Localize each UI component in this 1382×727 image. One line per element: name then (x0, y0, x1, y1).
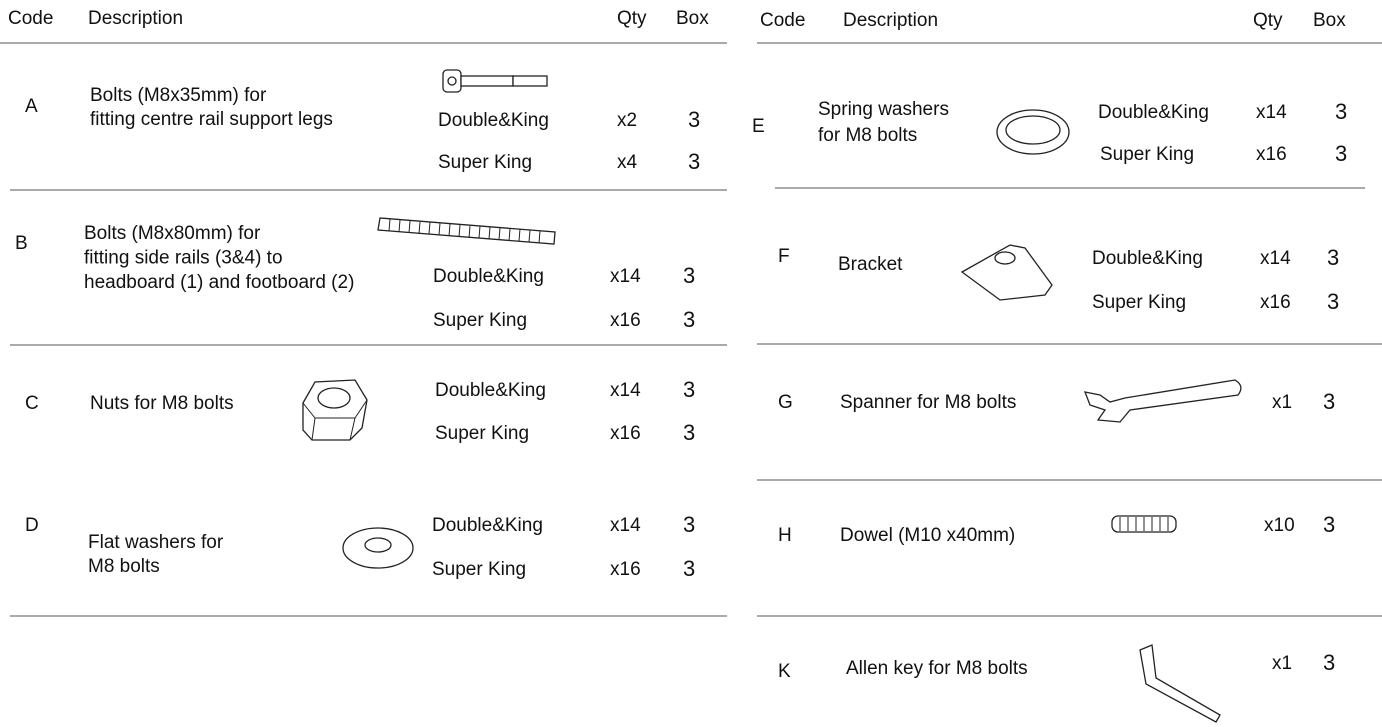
column-header: Code (760, 10, 805, 31)
item-code: H (778, 525, 792, 546)
box-number: 3 (1327, 245, 1339, 270)
box-number: 3 (683, 263, 695, 288)
item-code: C (25, 393, 39, 414)
variant-name: Double&King (432, 515, 543, 536)
quantity: x16 (1260, 292, 1291, 313)
quantity: x16 (1256, 144, 1287, 165)
variant-name: Super King (1092, 292, 1186, 313)
long-bolt-icon (377, 217, 556, 245)
variant-name: Super King (432, 559, 526, 580)
item-description: Bolts (M8x35mm) for (90, 85, 267, 106)
box-number: 3 (688, 107, 700, 132)
item-code: A (25, 96, 38, 117)
box-number: 3 (688, 149, 700, 174)
column-header: Qty (1253, 10, 1283, 31)
quantity: x14 (610, 266, 641, 287)
item-description: for M8 bolts (818, 125, 917, 146)
quantity: x16 (610, 310, 641, 331)
item-code: G (778, 392, 793, 413)
box-number: 3 (683, 556, 695, 581)
item-description: Nuts for M8 bolts (90, 393, 234, 414)
spring-washer-icon (996, 109, 1070, 155)
bolt-icon (442, 69, 548, 93)
item-description: Dowel (M10 x40mm) (840, 525, 1015, 546)
variant-name: Super King (438, 152, 532, 173)
dowel-icon (1111, 515, 1177, 533)
box-number: 3 (1323, 650, 1335, 675)
item-description: Spring washers (818, 99, 949, 120)
bracket-icon (960, 244, 1053, 301)
item-description: Flat washers for (88, 532, 224, 553)
item-code: D (25, 515, 39, 536)
quantity: x16 (610, 423, 641, 444)
box-number: 3 (683, 420, 695, 445)
item-description: Allen key for M8 bolts (846, 658, 1028, 679)
nut-icon (302, 379, 368, 441)
washer-icon (342, 527, 414, 569)
variant-name: Double&King (435, 380, 546, 401)
column-header: Description (843, 10, 938, 31)
quantity: x1 (1272, 653, 1292, 674)
allen-key-icon (1139, 644, 1221, 723)
item-description: Bracket (838, 254, 903, 275)
variant-name: Super King (1100, 144, 1194, 165)
quantity: x1 (1272, 392, 1292, 413)
item-code: B (15, 233, 28, 254)
item-description: fitting centre rail support legs (90, 109, 333, 130)
item-description: headboard (1) and footboard (2) (84, 272, 354, 293)
quantity: x14 (610, 380, 641, 401)
variant-name: Double&King (1098, 102, 1209, 123)
box-number: 3 (683, 307, 695, 332)
column-header: Box (1313, 10, 1346, 31)
box-number: 3 (1335, 99, 1347, 124)
quantity: x14 (1256, 102, 1287, 123)
quantity: x10 (1264, 515, 1295, 536)
spanner-icon (1083, 379, 1242, 423)
item-code: F (778, 246, 790, 267)
box-number: 3 (683, 377, 695, 402)
column-header: Box (676, 8, 709, 29)
variant-name: Super King (433, 310, 527, 331)
column-header: Code (8, 8, 53, 29)
item-description: Bolts (M8x80mm) for (84, 223, 261, 244)
quantity: x14 (1260, 248, 1291, 269)
quantity: x4 (617, 152, 638, 173)
box-number: 3 (1335, 141, 1347, 166)
column-header: Description (88, 8, 183, 29)
box-number: 3 (1323, 512, 1335, 537)
box-number: 3 (1327, 289, 1339, 314)
variant-name: Double&King (438, 110, 549, 131)
item-code: E (752, 116, 765, 137)
quantity: x16 (610, 559, 641, 580)
item-description: Spanner for M8 bolts (840, 392, 1016, 413)
item-description: M8 bolts (88, 556, 160, 577)
column-header: Qty (617, 8, 647, 29)
variant-name: Double&King (1092, 248, 1203, 269)
variant-name: Double&King (433, 266, 544, 287)
variant-name: Super King (435, 423, 529, 444)
item-description: fitting side rails (3&4) to (84, 248, 283, 269)
item-code: K (778, 661, 791, 682)
box-number: 3 (683, 512, 695, 537)
box-number: 3 (1323, 389, 1335, 414)
quantity: x14 (610, 515, 641, 536)
quantity: x2 (617, 110, 637, 131)
